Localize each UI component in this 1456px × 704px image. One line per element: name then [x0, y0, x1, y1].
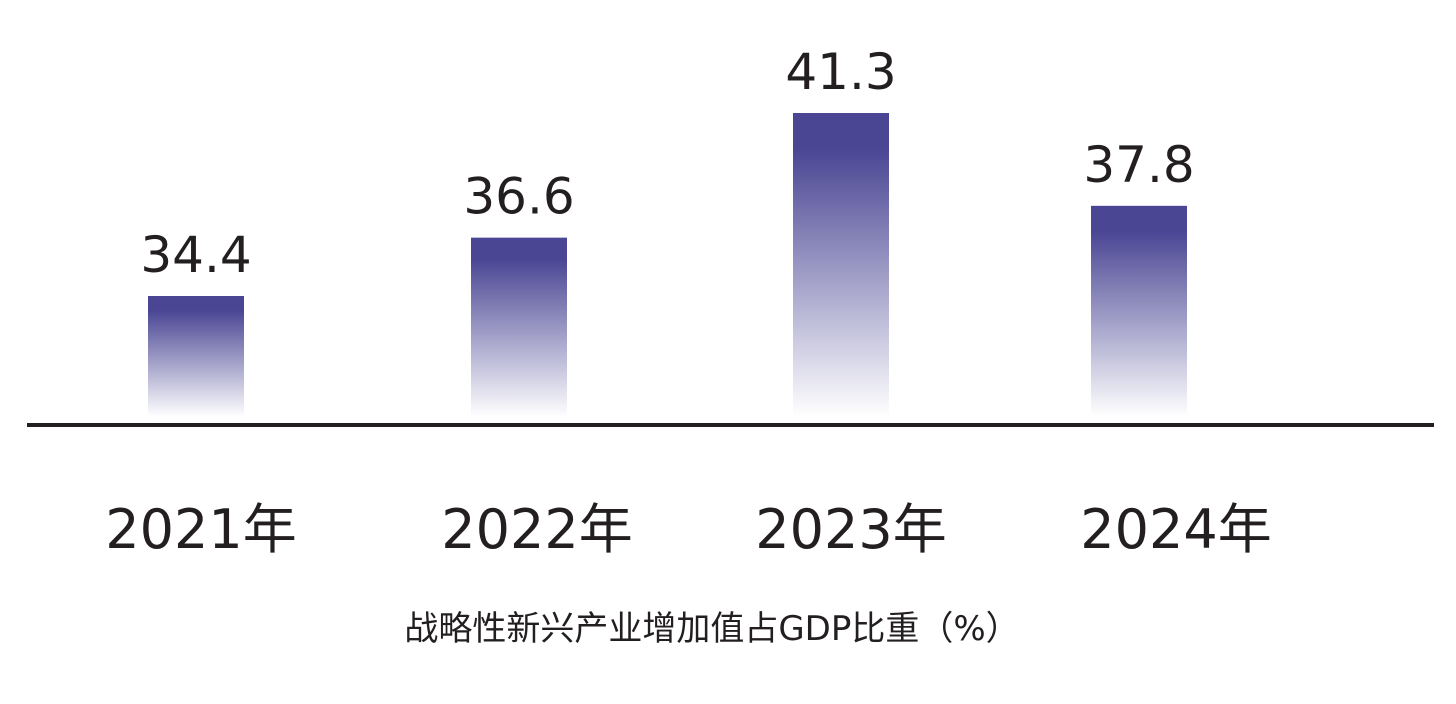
chart-caption: 战略性新兴产业增加值占GDP比重（%）: [404, 609, 1019, 649]
x-tick-labels-group: 2021年 2022年 2023年 2024年: [105, 498, 1271, 561]
value-labels-group: 34.4 36.6 41.3 37.8: [140, 43, 1194, 284]
x-tick-label: 2021年: [105, 498, 296, 561]
bar-value-label: 41.3: [785, 43, 896, 101]
bar-4: [1091, 205, 1187, 417]
bar-3: [793, 113, 889, 417]
x-tick-label: 2024年: [1080, 498, 1271, 561]
bar-2: [471, 237, 567, 417]
bar-value-label: 37.8: [1083, 136, 1194, 194]
x-tick-label: 2022年: [441, 498, 632, 561]
x-tick-label: 2023年: [755, 498, 946, 561]
bar-1: [148, 296, 244, 417]
bars-group: [148, 113, 1187, 417]
bar-value-label: 34.4: [140, 226, 251, 284]
bar-value-label: 36.6: [463, 168, 574, 226]
